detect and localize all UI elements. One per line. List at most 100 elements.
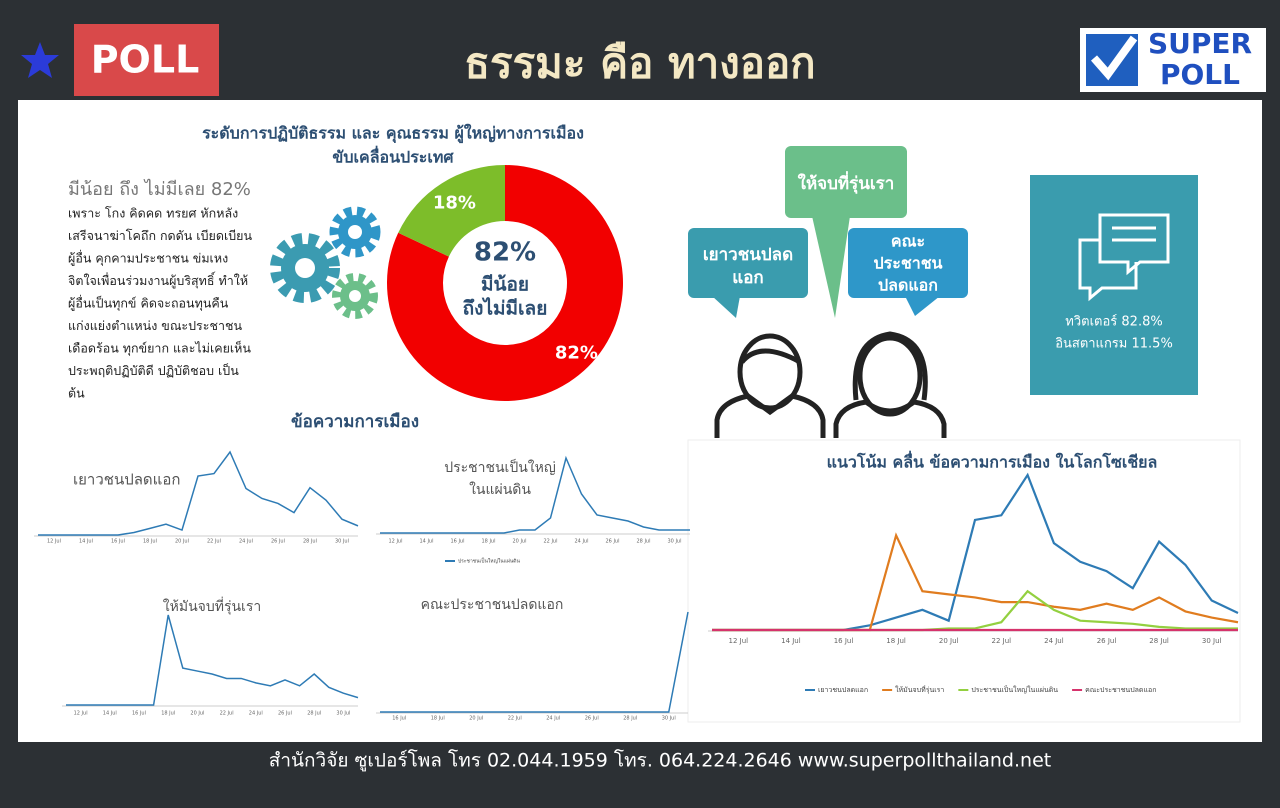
x-tick-label: 28 Jul [637,539,651,545]
x-tick-label: 14 Jul [420,539,434,545]
x-tick-label: 12 Jul [47,539,61,545]
gear-hole [348,225,362,239]
x-tick-label: 30 Jul [336,711,350,717]
chart-title: เยาวชนปลดแอก [73,471,180,489]
summary-line: แก่งแย่งตำแหน่ง ขณะประชาชน [68,318,242,333]
bubble-text: ปลดแอก [878,276,938,295]
x-tick-label: 14 Jul [103,711,117,717]
bubble-tail [712,296,740,318]
summary-line: ต้น [68,386,85,401]
people-icon [714,331,947,438]
x-tick-label: 12 Jul [729,637,749,645]
platform-box [1030,175,1198,395]
x-tick-label: 22 Jul [508,716,522,722]
series-line [38,450,359,536]
x-tick-label: 26 Jul [271,539,285,545]
chat-bubble [1098,213,1170,276]
x-tick-label: 26 Jul [278,711,292,717]
x-tick-label: 18 Jul [143,539,157,545]
head [857,335,923,417]
legend-label: ให้มันจบที่รุ่นเรา [895,685,944,694]
gear [329,206,381,258]
page-title: ธรรมะ คือ ทางออก [464,39,815,88]
x-tick-label: 20 Jul [175,539,189,545]
series-line [66,614,359,706]
footer: สำนักวิจัย ซูเปอร์โพล โทร 02.044.1959 โท… [269,749,1051,772]
x-tick-label: 28 Jul [307,711,321,717]
bubble [688,228,808,298]
series-line [380,455,690,534]
x-tick-label: 22 Jul [220,711,234,717]
x-tick-label: 24 Jul [546,716,560,722]
legend-label: เยาวชนปลดแอก [818,686,868,694]
summary-line: ผู้อื่นเป็นทุกข์ คิดจะถอนทุนคืน [68,295,229,312]
chart-title: ระดับการปฏิบัติธรรม และ คุณธรรม ผู้ใหญ่ท… [202,124,584,145]
bubble [785,146,907,218]
legend-label: คณะประชาชนปลดแอก [1085,686,1156,694]
bubble-text: ประชาชน [874,254,943,273]
legend-label: ประชาชนเป็นใหญ่ในแผ่นดิน [971,685,1058,694]
summary-line: ประพฤติปฏิบัติดี ปฏิบัติชอบ เป็น [68,363,239,378]
legend-label: ประชาชนเป็นใหญ่ในแผ่นดิน [458,557,521,565]
bubble-text: คณะ [891,232,925,251]
x-tick-label: 12 Jul [389,539,403,545]
x-tick-label: 12 Jul [74,711,88,717]
center-text: ถึงไม่มีเลย [463,297,548,320]
center-label: 82% [474,238,536,268]
chart-title: คณะประชาชนปลดแอก [421,597,564,613]
head [737,333,803,411]
value-label: 18% [433,192,476,213]
x-tick-label: 28 Jul [303,539,317,545]
bubble [848,228,968,298]
logo-text: SUPER [1148,27,1252,60]
chart-title: ในแผ่นดิน [469,481,531,498]
x-tick-label: 24 Jul [1044,637,1064,645]
x-tick-label: 16 Jul [111,539,125,545]
x-tick-label: 16 Jul [132,711,146,717]
star-icon [21,42,59,78]
x-tick-label: 20 Jul [939,637,959,645]
shoulders [714,393,826,438]
summary-line: ผู้อื่น คุกคามประชาชน ข่มเหง [68,250,228,267]
x-tick-label: 16 Jul [451,539,465,545]
shoulders [833,399,947,438]
x-tick-label: 22 Jul [992,637,1012,645]
x-tick-label: 26 Jul [606,539,620,545]
x-tick-label: 24 Jul [575,539,589,545]
center-text: มีน้อย [481,274,529,296]
x-tick-label: 20 Jul [469,716,483,722]
bubble-tail [812,216,850,318]
x-tick-label: 24 Jul [239,539,253,545]
bubble-text: เยาวชนปลด [703,245,793,265]
chart-title: ขับเคลื่อนประเทศ [332,146,454,167]
x-tick-label: 26 Jul [585,716,599,722]
bubble-text: แอก [732,268,763,288]
section-title: ข้อความการเมือง [291,411,419,432]
x-tick-label: 18 Jul [161,711,175,717]
summary-line: จิตใจเพื่อนร่วมงานผู้บริสุทธิ์ ทำให้ [68,271,248,289]
chat-bubble [1078,238,1138,302]
platform-stat: อินสตาแกรม 11.5% [1055,337,1173,352]
gear [270,233,340,303]
x-tick-label: 26 Jul [1097,637,1117,645]
x-tick-label: 30 Jul [668,539,682,545]
chart-title: ให้มันจบที่รุ่นเรา [163,597,261,615]
donut-slice [386,165,623,402]
x-tick-label: 14 Jul [79,539,93,545]
logo-text: POLL [1160,58,1240,91]
x-tick-label: 30 Jul [1202,637,1222,645]
x-tick-label: 18 Jul [886,637,906,645]
x-tick-label: 30 Jul [335,539,349,545]
gears-icon [270,206,381,319]
hair [740,348,802,365]
value-label: 82% [555,342,598,363]
bubble-tail [905,296,940,316]
summary-line: เพราะ โกง คิดคด ทรยศ หักหลัง [68,206,238,221]
gear-hole [349,290,361,302]
gear [332,273,378,319]
hair [852,331,928,401]
x-tick-label: 22 Jul [544,539,558,545]
platform-stat: ทวิตเตอร์ 82.8% [1065,314,1162,330]
x-tick-label: 16 Jul [834,637,854,645]
